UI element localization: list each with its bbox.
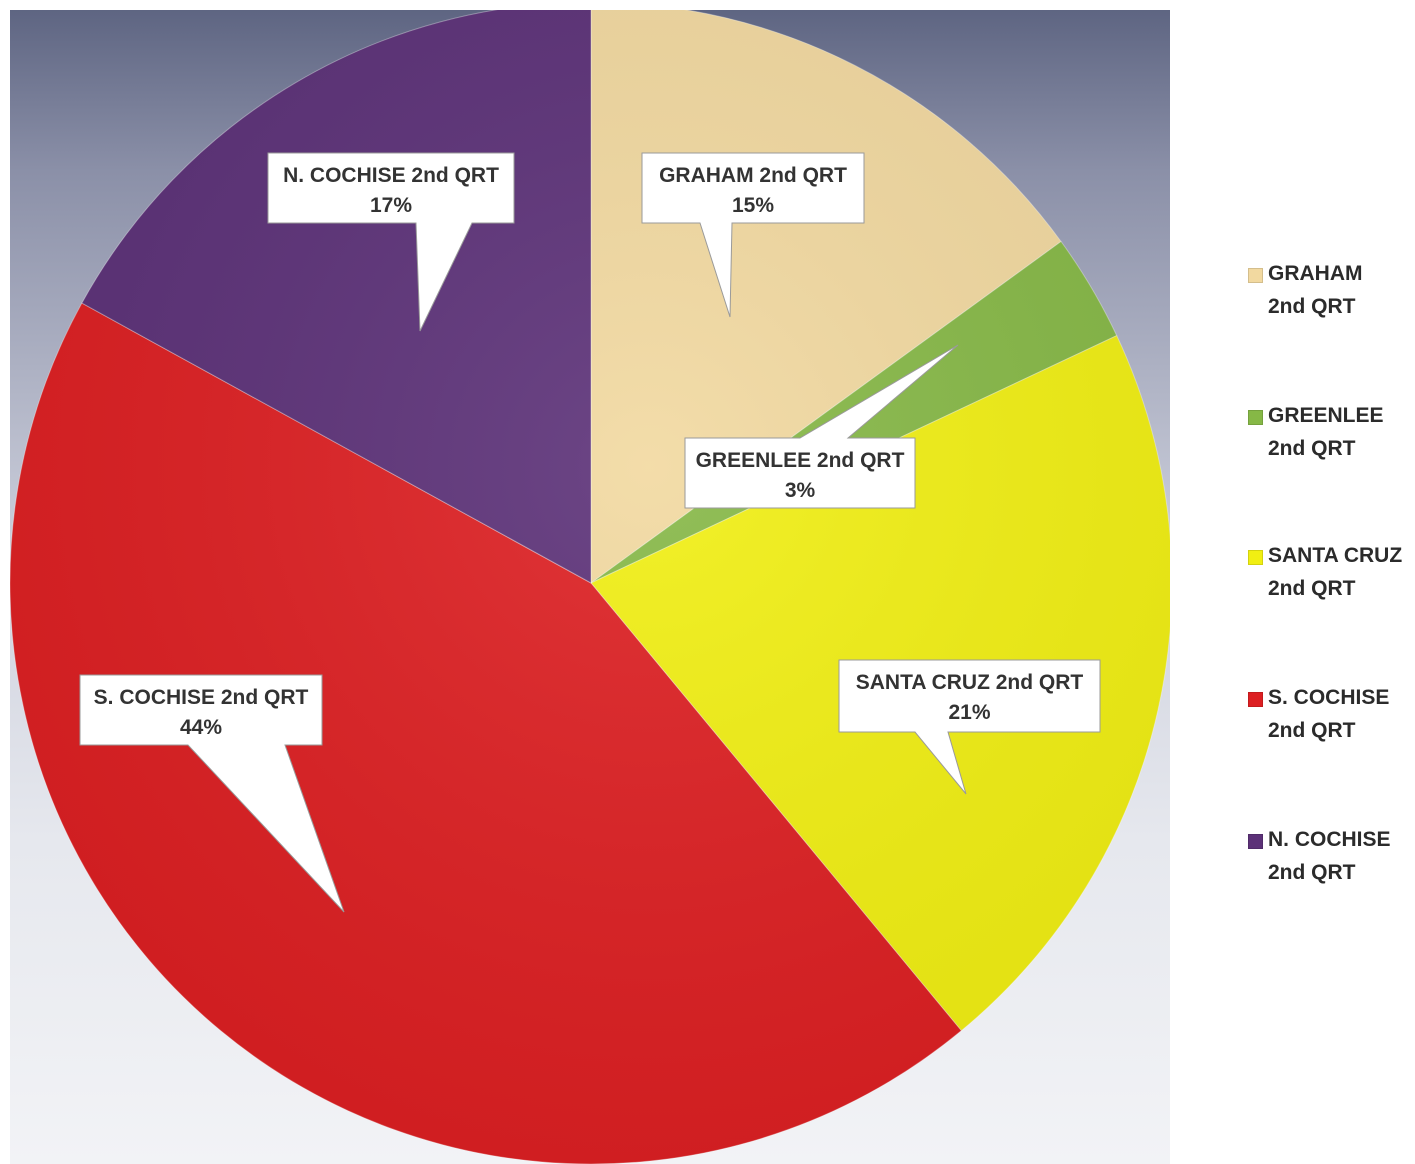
- data-label-value-santa-cruz: 21%: [948, 701, 990, 724]
- data-label-name-graham: GRAHAM 2nd QRT: [659, 164, 847, 187]
- data-label-value-n-cochise: 17%: [370, 194, 412, 217]
- legend-swatch-n-cochise: [1248, 834, 1263, 849]
- legend-swatch-santa-cruz: [1248, 550, 1263, 565]
- legend-item-s-cochise: S. COCHISE 2nd QRT: [1246, 681, 1414, 761]
- legend-label-n-cochise: N. COCHISE 2nd QRT: [1268, 828, 1391, 884]
- pie-sheen: [10, 10, 1170, 1164]
- legend-item-graham: GRAHAM 2nd QRT: [1246, 257, 1414, 337]
- data-label-name-n-cochise: N. COCHISE 2nd QRT: [283, 164, 499, 187]
- data-label-name-s-cochise: S. COCHISE 2nd QRT: [94, 686, 309, 709]
- legend-item-santa-cruz: SANTA CRUZ 2nd QRT: [1246, 539, 1414, 619]
- callout-santa-cruz: SANTA CRUZ 2nd QRT 21%: [838, 659, 1101, 795]
- legend-swatch-s-cochise: [1248, 692, 1263, 707]
- callout-box-n-cochise: [267, 152, 515, 332]
- data-label-value-graham: 15%: [732, 194, 774, 217]
- callout-box-santa-cruz: [838, 659, 1101, 795]
- legend-swatch-graham: [1248, 268, 1263, 283]
- callout-n-cochise: N. COCHISE 2nd QRT 17%: [267, 152, 515, 332]
- callout-box-greenlee: [684, 344, 959, 509]
- data-label-name-santa-cruz: SANTA CRUZ 2nd QRT: [856, 671, 1084, 694]
- legend-label-graham: GRAHAM 2nd QRT: [1268, 262, 1363, 318]
- callout-graham: GRAHAM 2nd QRT 15%: [641, 152, 865, 318]
- data-label-value-s-cochise: 44%: [180, 716, 222, 739]
- legend-item-greenlee: GREENLEE 2nd QRT: [1246, 399, 1414, 479]
- chart-area: GRAHAM 2nd QRT 15% GREENLEE 2nd QRT 3% SANTA…: [10, 10, 1170, 1164]
- legend-item-n-cochise: N. COCHISE 2nd QRT: [1246, 823, 1414, 903]
- data-label-name-greenlee: GREENLEE 2nd QRT: [696, 449, 905, 472]
- legend-label-santa-cruz: SANTA CRUZ 2nd QRT: [1268, 544, 1403, 600]
- legend: GRAHAM 2nd QRT GREENLEE 2nd QRT SANTA CRUZ…: [1246, 257, 1414, 897]
- data-label-value-greenlee: 3%: [785, 479, 816, 502]
- pie-chart: GRAHAM 2nd QRT 15% GREENLEE 2nd QRT 3% SANTA…: [10, 10, 1170, 1164]
- callout-greenlee: GREENLEE 2nd QRT 3%: [684, 344, 959, 509]
- callout-box-graham: [641, 152, 865, 318]
- legend-label-greenlee: GREENLEE 2nd QRT: [1268, 404, 1384, 460]
- legend-label-s-cochise: S. COCHISE 2nd QRT: [1268, 686, 1390, 742]
- callout-box-s-cochise: [79, 674, 345, 913]
- legend-swatch-greenlee: [1248, 410, 1263, 425]
- callout-s-cochise: S. COCHISE 2nd QRT 44%: [79, 674, 345, 913]
